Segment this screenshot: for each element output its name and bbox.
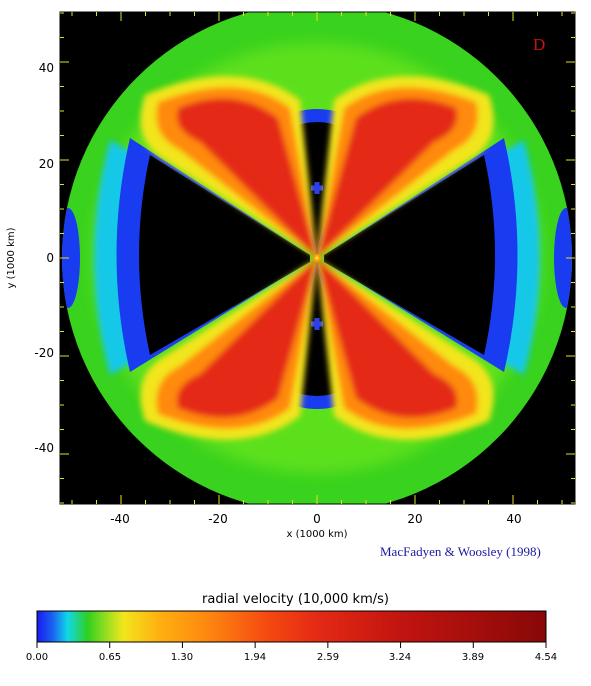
colorbar-tick-label-7: 4.54 <box>535 652 557 663</box>
colorbar-tick-label-5: 3.24 <box>389 652 411 663</box>
credit-text: MacFadyen & Woosley (1998) <box>380 544 541 559</box>
y-axis-title: y (1000 km) <box>6 227 17 288</box>
colorbar-title: radial velocity (10,000 km/s) <box>202 592 389 607</box>
panel-label: D <box>533 35 545 54</box>
axis-ticks <box>60 12 575 504</box>
colorbar-tick-label-0: 0.00 <box>26 652 48 663</box>
y-tick-label-20: 20 <box>39 157 54 171</box>
colorbar-tick-label-4: 2.59 <box>317 652 339 663</box>
colorbar <box>36 610 547 643</box>
colorbar-ticks <box>36 642 547 648</box>
colorbar-tick-label-1: 0.65 <box>99 652 121 663</box>
colorbar-tick-label-2: 1.30 <box>171 652 193 663</box>
x-tick-label-20: 20 <box>407 512 422 526</box>
colorbar-tick-label-6: 3.89 <box>462 652 484 663</box>
x-axis-title: x (1000 km) <box>286 529 347 540</box>
y-tick-label-minus40: -40 <box>34 441 54 455</box>
x-tick-label-minus40: -40 <box>110 512 130 526</box>
y-tick-label-0: 0 <box>46 251 54 265</box>
y-tick-label-minus20: -20 <box>34 346 54 360</box>
colorbar-tick-label-3: 1.94 <box>244 652 266 663</box>
y-tick-label-40: 40 <box>39 61 54 75</box>
x-tick-label-0: 0 <box>313 512 321 526</box>
x-tick-label-minus20: -20 <box>208 512 228 526</box>
x-tick-label-40: 40 <box>506 512 521 526</box>
